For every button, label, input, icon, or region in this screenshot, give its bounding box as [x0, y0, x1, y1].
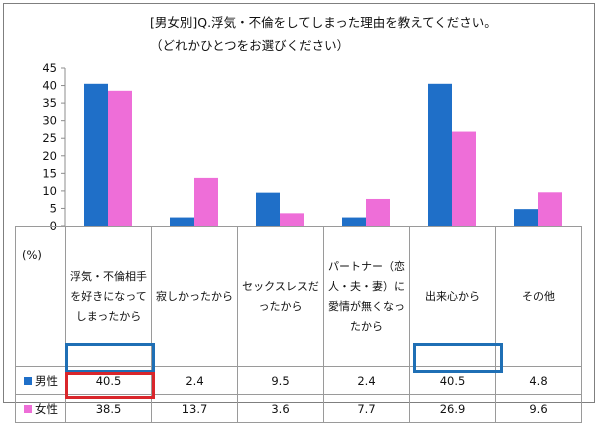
y-tick-label: 5	[50, 201, 57, 215]
category-label: 寂しかったから	[151, 226, 238, 367]
female-value: 13.7	[151, 394, 238, 423]
female-series-name: 女性	[35, 401, 58, 416]
y-tick-label: 20	[42, 149, 57, 163]
category-row: (%) 浮気・不倫相手を好きになってしまったから 寂しかったから セックスレスだ…	[15, 226, 582, 367]
chart-subtitle: （どれかひとつをお選びください）	[150, 38, 350, 53]
highlight-box-male-40-5-b	[413, 343, 503, 373]
male-series-name: 男性	[35, 373, 58, 388]
bar-female-0	[108, 90, 132, 226]
bar-male-2	[256, 192, 280, 226]
female-value: 26.9	[409, 394, 496, 423]
bar-female-3	[366, 198, 390, 226]
female-swatch-icon	[24, 405, 32, 413]
category-label: その他	[495, 226, 582, 367]
bar-male-3	[342, 217, 366, 226]
chart-title: [男女別]Q.浮気・不倫をしてしまった理由を教えてください。	[150, 15, 497, 30]
male-value: 4.8	[495, 366, 582, 395]
y-tick-label: 10	[42, 184, 57, 198]
unit-label: (%)	[15, 226, 66, 367]
bar-male-5	[514, 209, 538, 226]
female-value: 3.6	[237, 394, 324, 423]
y-tick-label: 45	[42, 61, 57, 75]
female-value: 9.6	[495, 394, 582, 423]
male-legend: 男性	[15, 366, 66, 395]
male-value: 2.4	[323, 366, 410, 395]
y-tick-label: 35	[42, 96, 57, 110]
highlight-box-female-38-5	[65, 372, 155, 399]
y-tick-label: 25	[42, 131, 57, 145]
bar-female-1	[194, 177, 218, 226]
female-value: 7.7	[323, 394, 410, 423]
highlight-box-male-40-5-a	[65, 343, 155, 373]
bar-female-4	[452, 131, 476, 226]
category-label: パートナー（恋人・夫・妻）に愛情が無くなったから	[323, 226, 410, 367]
male-value: 9.5	[237, 366, 324, 395]
bar-female-5	[538, 192, 562, 226]
male-swatch-icon	[24, 377, 32, 385]
bar-male-1	[170, 217, 194, 226]
bar-male-0	[84, 83, 108, 226]
female-legend: 女性	[15, 394, 66, 423]
category-label: セックスレスだったから	[237, 226, 324, 367]
y-tick-label: 15	[42, 166, 57, 180]
y-tick-label: 40	[42, 79, 57, 93]
bar-female-2	[280, 213, 304, 226]
bar-male-4	[428, 83, 452, 226]
male-value: 2.4	[151, 366, 238, 395]
y-tick-label: 30	[42, 114, 57, 128]
